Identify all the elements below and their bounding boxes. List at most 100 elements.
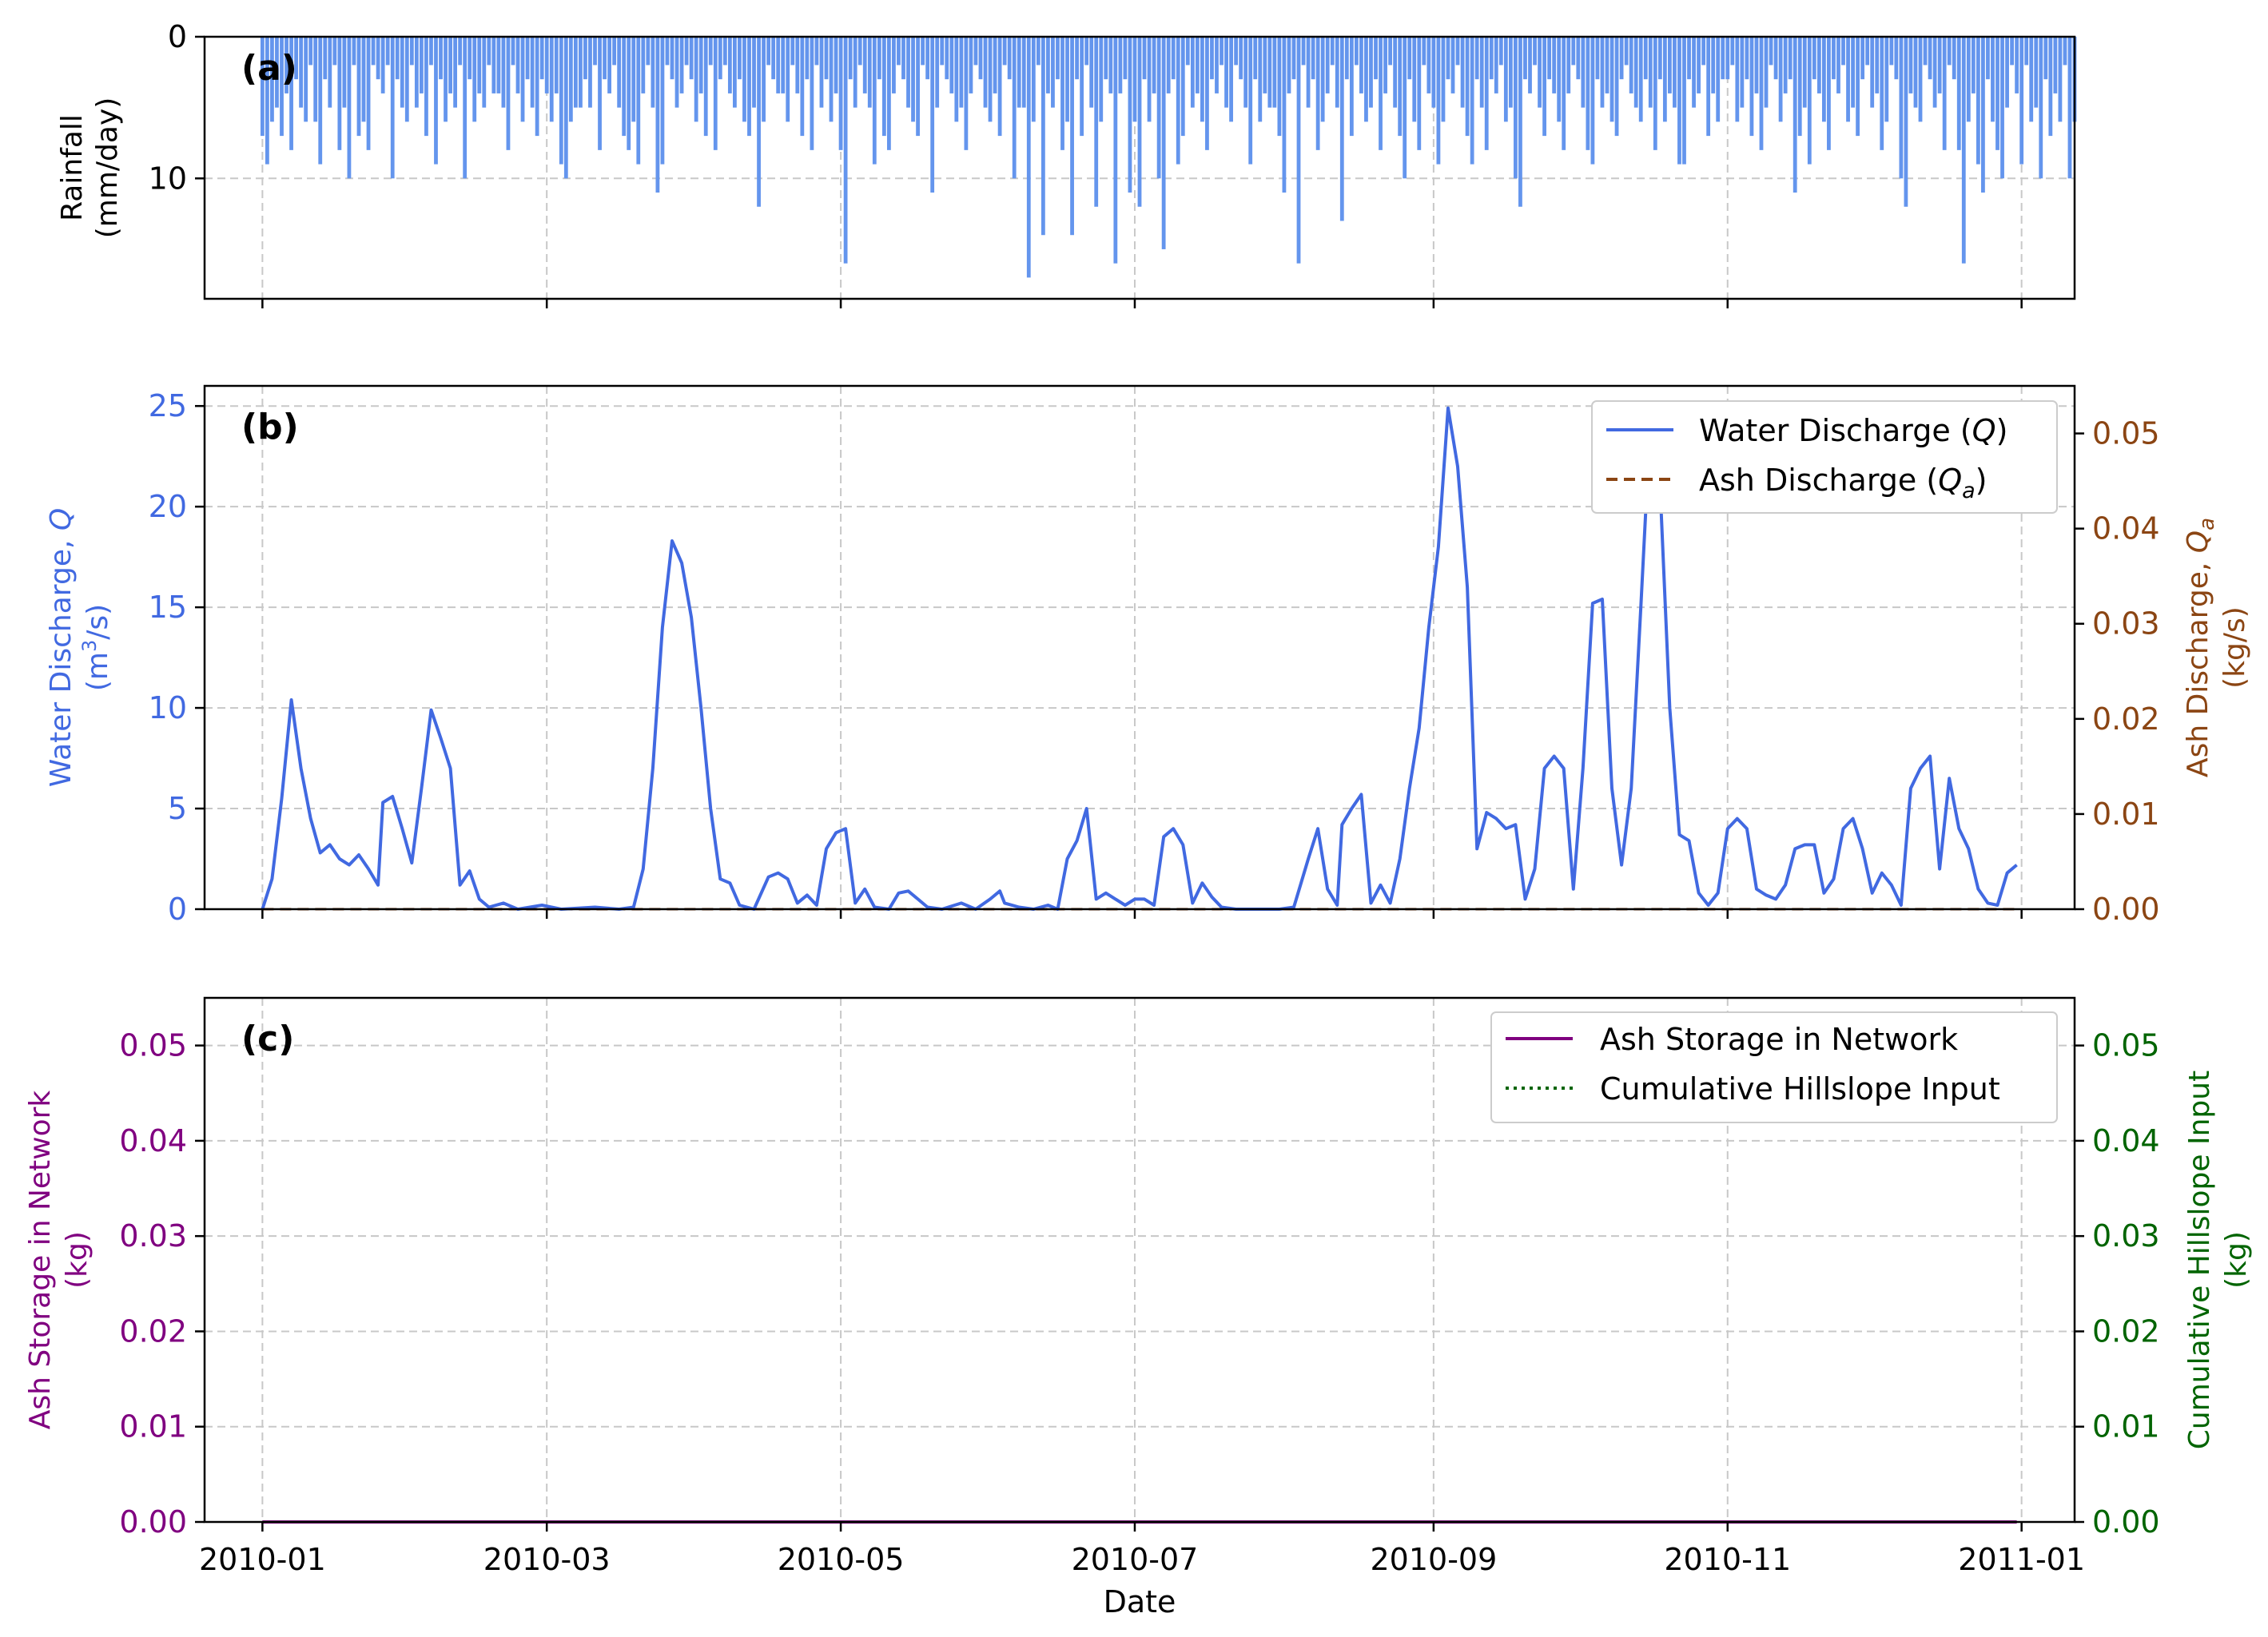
rainfall-bar (318, 37, 323, 165)
rainfall-bar (1773, 37, 1778, 80)
rainfall-bar (275, 37, 279, 108)
rainfall-bar (1754, 37, 1759, 93)
rainfall-bar (1489, 37, 1494, 80)
panel-c-left-ylabel: Ash Storage in Network (24, 1091, 57, 1430)
rainfall-bar (829, 37, 834, 122)
rainfall-bar (1932, 37, 1937, 108)
rainfall-bar (853, 37, 857, 108)
rainfall-bar (270, 37, 274, 122)
rainfall-bar (2039, 37, 2043, 179)
rainfall-bar (713, 37, 718, 150)
rainfall-bar (1778, 37, 1783, 122)
rainfall-bar (1624, 37, 1629, 66)
rainfall-bar (568, 37, 573, 122)
panel-b-right-y-ticks: 0.00 0.01 0.02 0.03 0.04 0.05 (2075, 416, 2160, 927)
panel-c-right-ylabel-unit: (kg) (2220, 1231, 2253, 1289)
rainfall-bar (1783, 37, 1788, 93)
rainfall-bar (1344, 37, 1349, 80)
rainfall-bar (1031, 37, 1036, 122)
rainfall-bar (1455, 37, 1460, 66)
rainfall-bar (2019, 37, 2024, 165)
panel-c-ash-storage: 0.000.010.020.030.040.05 0.000.010.020.0… (24, 996, 2253, 1577)
rainfall-bar (1581, 37, 1586, 108)
rainfall-bar (1749, 37, 1754, 137)
panel-a-y-ticks: 0 10 (149, 19, 205, 196)
rainfall-bar (1474, 37, 1479, 80)
rainfall-bar (583, 37, 587, 80)
rainfall-bar (964, 37, 969, 150)
rainfall-bar (352, 37, 356, 66)
rainfall-bar (1239, 37, 1243, 80)
rainfall-bar (742, 37, 746, 122)
panel-b-frame (203, 384, 2076, 911)
rainfall-bar (2005, 37, 2009, 108)
rainfall-bar (612, 37, 617, 66)
rainfall-bar (1291, 37, 1296, 80)
y-tick-label: 0.05 (2092, 1028, 2160, 1063)
rainfall-bar (698, 37, 703, 93)
rainfall-bar (434, 37, 438, 165)
rainfall-bar (930, 37, 935, 193)
rainfall-bar (1508, 37, 1513, 108)
rainfall-bar (1514, 37, 1518, 179)
legend-water-label: Water Discharge (Q) (1699, 413, 2007, 448)
rainfall-bar (515, 37, 520, 93)
rainfall-bar (299, 37, 304, 108)
rainfall-bar (848, 37, 853, 80)
y-tick-label: 0.01 (2092, 1409, 2160, 1444)
legend-ash-label: Ash Discharge (Qa) (1699, 463, 1987, 503)
rainfall-bar (935, 37, 940, 108)
rainfall-bar (347, 37, 352, 179)
rainfall-bar (660, 37, 665, 165)
panel-b-legend-box (1591, 400, 2058, 514)
rainfall-bar (1422, 37, 1426, 66)
y-tick-label: 0 (168, 892, 187, 927)
rainfall-bar (954, 37, 959, 122)
rainfall-bar (1123, 37, 1128, 80)
rainfall-bar (1152, 37, 1156, 93)
rainfall-bar (1547, 37, 1552, 80)
rainfall-bar (1272, 37, 1277, 108)
rainfall-bar (771, 37, 776, 80)
rainfall-bar (458, 37, 463, 66)
rainfall-bar (2067, 37, 2072, 179)
rainfall-bar (862, 37, 867, 93)
rainfall-bar (1807, 37, 1812, 165)
rainfall-bar (684, 37, 689, 66)
rainfall-bar (487, 37, 491, 66)
rainfall-bar (1542, 37, 1546, 137)
panel-b-tag: (b) (241, 407, 299, 447)
rainfall-bar (289, 37, 293, 150)
legend-hillslope-label: Cumulative Hillslope Input (1600, 1071, 2000, 1107)
rainfall-bar (1812, 37, 1816, 80)
panel-a-ylabel-line1: Rainfall (56, 114, 89, 221)
rainfall-bar (1609, 37, 1614, 122)
rainfall-bar (506, 37, 511, 150)
rainfall-bar (1132, 37, 1137, 122)
rainfall-bar (1908, 37, 1913, 93)
rainfall-bar (795, 37, 800, 93)
panel-c-right-ylabel: Cumulative Hillslope Input (2183, 1071, 2216, 1449)
rainfall-bar (708, 37, 713, 66)
rainfall-bar (1046, 37, 1050, 93)
x-tick-label: 2011-01 (1958, 1542, 2085, 1577)
panel-b-left-y-ticks: 0 5 10 15 20 25 (149, 388, 205, 927)
rainfall-bar (1060, 37, 1064, 150)
rainfall-bar (674, 37, 679, 108)
rainfall-bar (2043, 37, 2048, 80)
rainfall-bar (1740, 37, 1745, 108)
rainfall-bar (1605, 37, 1609, 93)
rainfall-bar (1379, 37, 1383, 150)
rainfall-bar (1354, 37, 1359, 66)
rainfall-bar (453, 37, 458, 108)
rainfall-bar (1687, 37, 1691, 80)
rainfall-bar (1431, 37, 1436, 108)
rainfall-bar (520, 37, 525, 122)
panel-a-x-ticks (261, 299, 2023, 308)
rainfall-bar (477, 37, 482, 93)
rainfall-bar (1051, 37, 1055, 108)
panel-b-grid (205, 386, 2075, 909)
rainfall-bar (689, 37, 694, 80)
rainfall-bar (805, 37, 810, 80)
